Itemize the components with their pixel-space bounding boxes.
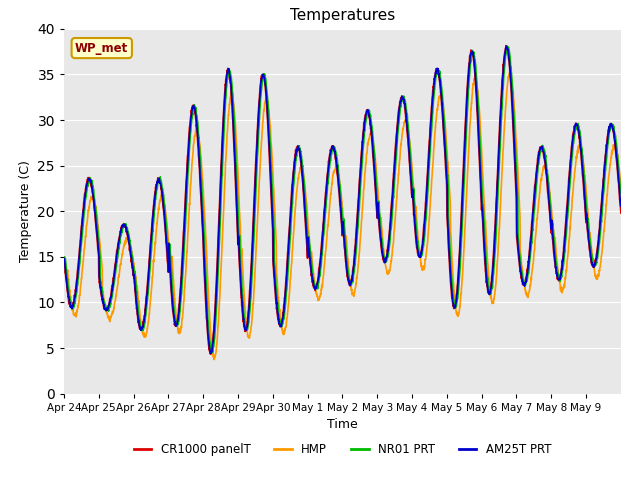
X-axis label: Time: Time [327,418,358,431]
Title: Temperatures: Temperatures [290,9,395,24]
Y-axis label: Temperature (C): Temperature (C) [19,160,32,262]
Text: WP_met: WP_met [75,42,129,55]
Legend: CR1000 panelT, HMP, NR01 PRT, AM25T PRT: CR1000 panelT, HMP, NR01 PRT, AM25T PRT [129,438,556,461]
